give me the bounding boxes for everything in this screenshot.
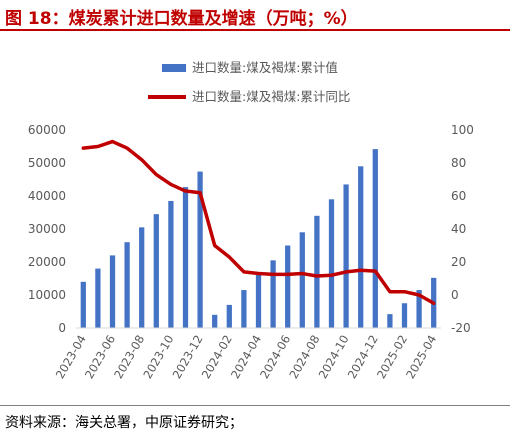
bar (270, 260, 276, 328)
bar (416, 290, 422, 328)
bar (95, 268, 101, 328)
bar (387, 314, 393, 328)
right-axis-tick-label: 40 (451, 222, 466, 236)
legend-bar-label: 进口数量:煤及褐煤:累计值 (192, 60, 338, 75)
bar (285, 245, 291, 328)
right-axis: -20 0 20 40 60 80 100 (451, 123, 474, 335)
bar (299, 232, 305, 328)
legend-line-label: 进口数量:煤及褐煤:累计同比 (192, 89, 350, 104)
left-axis: 0 10000 20000 30000 40000 50000 60000 (28, 123, 66, 335)
legend-bar-swatch (162, 64, 186, 72)
right-axis-tick-label: -20 (451, 321, 471, 335)
right-axis-tick-label: 100 (451, 123, 474, 137)
bar (182, 187, 189, 328)
right-axis-tick-label: 20 (451, 255, 466, 269)
bar (80, 281, 86, 328)
bar (212, 314, 218, 328)
line-path (81, 139, 436, 305)
left-axis-tick-label: 20000 (28, 255, 66, 269)
bar (372, 149, 378, 328)
bar (328, 199, 335, 328)
bar (124, 242, 130, 328)
right-axis-tick-label: 0 (451, 288, 459, 302)
bar (197, 171, 203, 328)
left-axis-tick-label: 60000 (28, 123, 66, 137)
left-axis-tick-label: 10000 (28, 288, 66, 302)
bar (168, 200, 174, 328)
figure-title: 图 18：煤炭累计进口数量及增速（万吨；%） (5, 9, 358, 29)
bar (358, 166, 364, 328)
bar (401, 303, 408, 328)
bar-series (80, 149, 437, 328)
footer-rule (0, 405, 510, 406)
left-axis-tick-label: 50000 (28, 156, 66, 170)
chart: 进口数量:煤及褐煤:累计值 进口数量:煤及褐煤:累计同比 0 10000 20000… (28, 60, 474, 382)
bar (139, 227, 145, 328)
left-axis-tick-label: 40000 (28, 189, 66, 203)
bar (226, 304, 232, 328)
bar (109, 255, 116, 328)
legend: 进口数量:煤及褐煤:累计值 进口数量:煤及褐煤:累计同比 (148, 60, 350, 104)
bar (343, 184, 349, 328)
bar (241, 290, 247, 328)
source-note: 资料来源：海关总署，中原证券研究； (5, 415, 243, 431)
line-series (81, 139, 436, 305)
left-axis-tick-label: 0 (58, 321, 66, 335)
x-axis-labels: 2023-042023-062023-082023-102023-122024-… (53, 333, 440, 382)
title-bar: 图 18：煤炭累计进口数量及增速（万吨；%） (0, 0, 510, 31)
bar (153, 214, 159, 328)
left-axis-tick-label: 30000 (28, 222, 66, 236)
right-axis-tick-label: 80 (451, 156, 466, 170)
bar (255, 273, 262, 328)
right-axis-tick-label: 60 (451, 189, 466, 203)
bar (314, 215, 320, 328)
